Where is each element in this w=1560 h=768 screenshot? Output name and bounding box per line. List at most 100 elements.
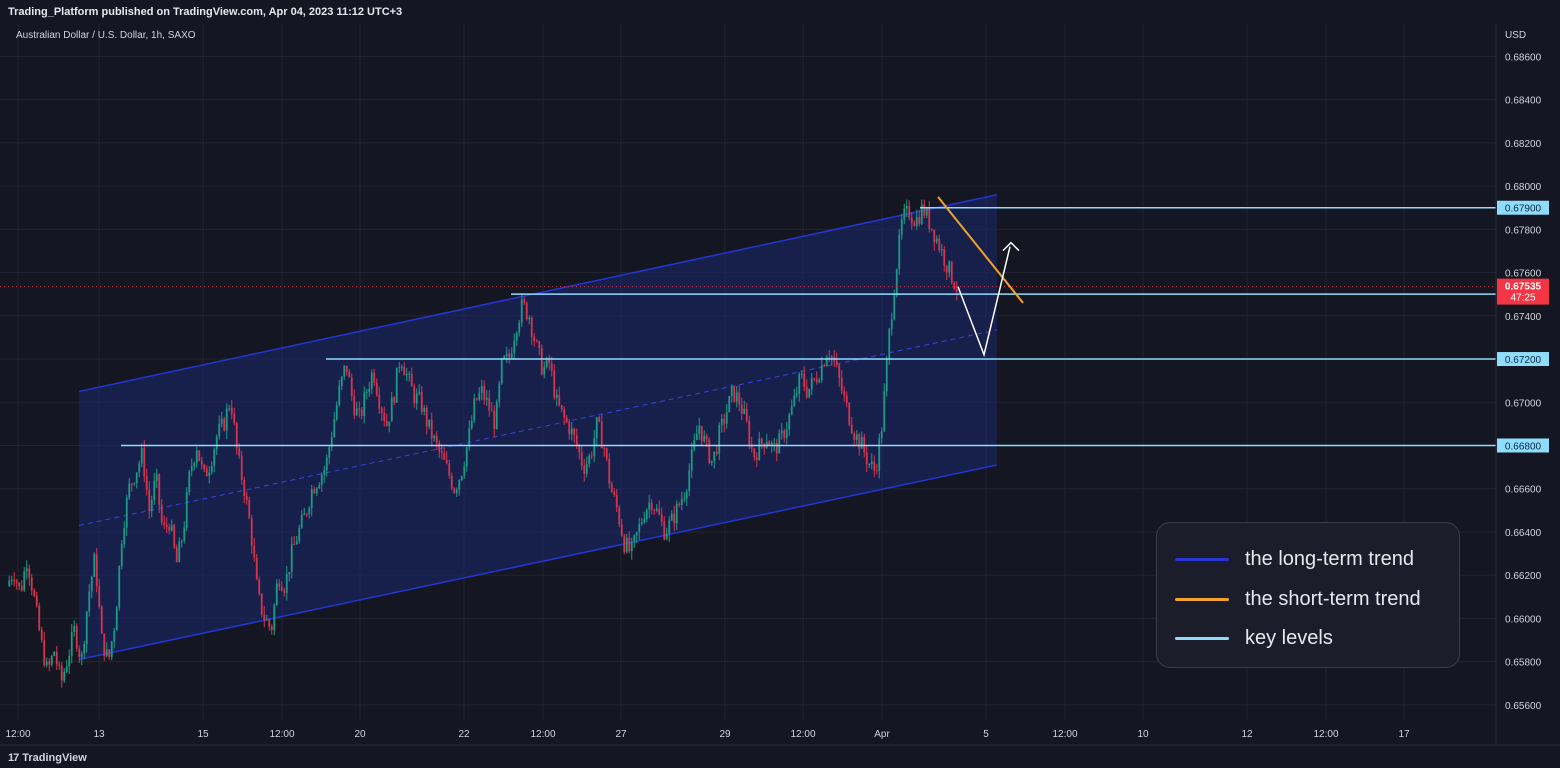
candle-body xyxy=(805,386,808,397)
candle-body xyxy=(615,494,618,508)
candle-body xyxy=(683,498,686,500)
candle-body xyxy=(708,439,711,463)
candle-body xyxy=(168,526,171,531)
candles xyxy=(8,199,958,688)
candle-body xyxy=(463,466,466,477)
candle-body xyxy=(913,222,916,226)
candle-body xyxy=(475,398,478,400)
candle-body xyxy=(710,460,713,463)
candle-body xyxy=(350,377,353,397)
candle-body xyxy=(113,630,116,642)
x-tick-label: 13 xyxy=(93,729,105,740)
candle-body xyxy=(275,583,278,606)
candle-body xyxy=(303,513,306,516)
candle-body xyxy=(290,543,293,572)
x-tick-label: 12:00 xyxy=(1052,729,1077,740)
candle-body xyxy=(220,418,223,424)
candle-body xyxy=(528,317,531,320)
x-tick-label: 12:00 xyxy=(1313,729,1338,740)
candle-body xyxy=(240,455,243,480)
candle-body xyxy=(58,664,61,666)
candle-body xyxy=(170,525,173,531)
candle-body xyxy=(450,475,453,489)
candle-body xyxy=(273,605,276,631)
candle-body xyxy=(143,448,146,477)
candle-body xyxy=(393,397,396,403)
candle-body xyxy=(453,488,456,493)
candle-body xyxy=(605,448,608,459)
candle-body xyxy=(313,489,316,494)
candle-body xyxy=(498,383,501,402)
candle-body xyxy=(218,423,221,437)
candle-body xyxy=(680,499,683,505)
y-tick-label: 0.68200 xyxy=(1505,139,1542,150)
projection-path xyxy=(957,246,1011,358)
candle-body xyxy=(413,386,416,404)
candle-body xyxy=(585,463,588,474)
candle-body xyxy=(115,607,118,631)
candle-body xyxy=(330,437,333,448)
chart-header: Trading_Platform published on TradingVie… xyxy=(0,0,1560,24)
candle-body xyxy=(285,574,288,593)
candle-body xyxy=(265,619,268,621)
candle-body xyxy=(948,261,951,273)
current-price-label: 0.67535 xyxy=(1505,282,1542,293)
candle-body xyxy=(205,468,208,477)
candle-body xyxy=(140,448,143,464)
candle-body xyxy=(123,527,126,545)
candle-body xyxy=(165,524,168,527)
candle-body xyxy=(598,417,601,422)
candle-body xyxy=(648,502,651,510)
candle-body xyxy=(423,407,426,412)
candle-body xyxy=(173,525,176,548)
candle-body xyxy=(38,605,41,631)
annotations xyxy=(0,196,1496,358)
tradingview-wordmark: TradingView xyxy=(22,752,87,764)
candle-body xyxy=(940,248,943,251)
candle-body xyxy=(873,461,876,471)
candle-body xyxy=(253,545,256,558)
candle-body xyxy=(203,464,206,469)
candle-body xyxy=(368,388,371,392)
candle-body xyxy=(700,425,703,442)
candle-body xyxy=(25,568,28,572)
candle-body xyxy=(293,543,296,545)
candle-body xyxy=(758,438,761,461)
candle-body xyxy=(505,353,508,357)
candle-body xyxy=(88,591,91,612)
candle-body xyxy=(283,590,286,593)
candle-body xyxy=(723,418,726,424)
candle-body xyxy=(325,457,328,471)
candle-body xyxy=(583,465,586,474)
candle-body xyxy=(483,385,486,400)
candle-body xyxy=(650,502,653,510)
channel-lower-line xyxy=(78,464,998,661)
candle-body xyxy=(380,408,383,413)
key-levels xyxy=(121,206,1496,447)
candle-body xyxy=(733,386,736,402)
candle-body xyxy=(178,541,181,563)
tradingview-logo[interactable]: 17 TradingView xyxy=(8,752,87,764)
candle-body xyxy=(610,483,613,493)
candle-body xyxy=(845,395,848,403)
y-tick-label: 0.66000 xyxy=(1505,614,1542,625)
legend-item-long-term: the long-term trend xyxy=(1175,545,1414,573)
candle-body xyxy=(698,425,701,434)
candle-body xyxy=(443,453,446,460)
candle-body xyxy=(363,392,366,416)
candle-body xyxy=(355,408,358,416)
candle-body xyxy=(345,365,348,372)
candle-body xyxy=(370,372,373,389)
candle-body xyxy=(713,451,716,461)
candle-body xyxy=(415,393,418,404)
candle-body xyxy=(743,408,746,414)
candle-body xyxy=(338,386,341,406)
candle-body xyxy=(120,544,123,566)
candle-body xyxy=(223,418,226,431)
candle-body xyxy=(595,417,598,439)
price-chart[interactable]: 0.65600 0.65800 0.66000 0.66200 0.66400 0.666… xyxy=(0,24,1560,752)
candle-body xyxy=(235,423,238,449)
candle-body xyxy=(755,457,758,461)
candle-body xyxy=(548,357,551,364)
candle-body xyxy=(490,410,493,412)
